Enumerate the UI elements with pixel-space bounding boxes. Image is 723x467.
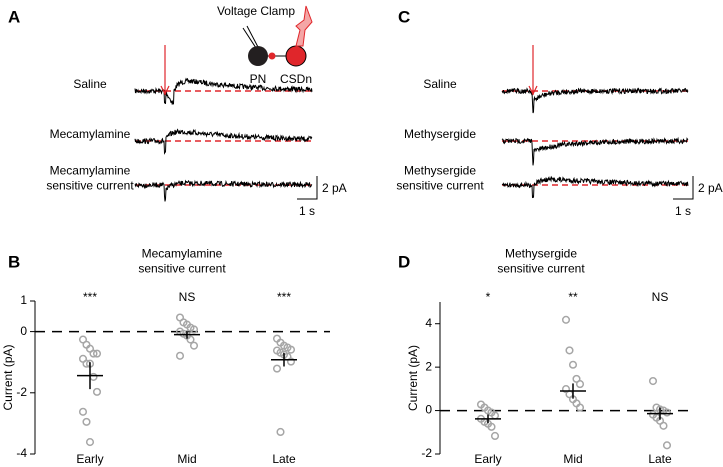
x-tick-label: Late bbox=[648, 452, 672, 466]
stimulation-icon bbox=[295, 5, 313, 47]
data-point bbox=[568, 360, 578, 369]
trace-label: Saline bbox=[73, 77, 107, 91]
significance: NS bbox=[179, 290, 196, 304]
pn-cell bbox=[248, 46, 268, 66]
data-point bbox=[85, 438, 95, 447]
data-point bbox=[89, 372, 98, 381]
x-tick-label: Mid bbox=[177, 452, 196, 466]
significance: ** bbox=[568, 290, 578, 304]
y-tick-label: 4 bbox=[425, 316, 432, 330]
electrode bbox=[242, 27, 257, 49]
data-point bbox=[487, 422, 496, 431]
significance: *** bbox=[83, 290, 97, 304]
data-point bbox=[89, 349, 98, 358]
data-point bbox=[561, 315, 571, 324]
data-point bbox=[286, 357, 296, 366]
data-point bbox=[92, 349, 102, 358]
panel-letter: B bbox=[8, 252, 20, 271]
data-point bbox=[272, 364, 282, 373]
cell-label: CSDn bbox=[280, 72, 312, 86]
y-tick-label: -4 bbox=[16, 446, 27, 460]
electrode bbox=[246, 25, 259, 48]
y-axis-label: Current (pA) bbox=[1, 344, 15, 410]
stim-arrow bbox=[528, 85, 538, 96]
scale-label: 2 pA bbox=[322, 181, 347, 195]
x-tick-label: Early bbox=[474, 452, 501, 466]
significance: NS bbox=[652, 290, 669, 304]
data-point bbox=[662, 441, 672, 450]
x-tick-label: Late bbox=[272, 452, 296, 466]
x-tick-label: Early bbox=[76, 452, 103, 466]
panel-letter: D bbox=[398, 252, 410, 271]
chart-title: sensitive current bbox=[138, 262, 226, 276]
x-tick-label: Mid bbox=[563, 452, 582, 466]
data-point bbox=[490, 431, 500, 441]
stim-arrow bbox=[160, 85, 170, 96]
scale-bar bbox=[297, 176, 318, 200]
data-point bbox=[175, 351, 185, 360]
data-point bbox=[662, 408, 672, 417]
data-point bbox=[575, 380, 585, 389]
y-tick-label: 0 bbox=[425, 403, 432, 417]
panel-letter: C bbox=[398, 7, 410, 26]
data-point bbox=[286, 345, 296, 354]
trace bbox=[501, 136, 689, 166]
chart-title: Methysergide bbox=[505, 247, 577, 261]
panel-letter: A bbox=[8, 7, 20, 26]
trace bbox=[134, 128, 313, 155]
y-tick-label: -2 bbox=[16, 385, 27, 399]
trace bbox=[134, 77, 313, 106]
significance: * bbox=[486, 290, 491, 304]
trace-label: Mecamylamine bbox=[50, 164, 131, 178]
y-axis-label: Current (pA) bbox=[406, 345, 420, 411]
y-tick-label: 2 bbox=[425, 359, 432, 373]
chart-title: Mecamylamine bbox=[142, 247, 223, 261]
trace bbox=[501, 175, 689, 199]
csdn-cell bbox=[285, 45, 307, 67]
scale-label: 1 s bbox=[675, 204, 691, 218]
trace bbox=[501, 87, 689, 114]
trace bbox=[134, 179, 313, 202]
data-point bbox=[82, 417, 91, 426]
data-point bbox=[276, 427, 285, 437]
synapse bbox=[268, 52, 276, 60]
scale-bar bbox=[673, 176, 694, 200]
data-point bbox=[659, 421, 668, 430]
data-point bbox=[92, 387, 102, 396]
data-point bbox=[186, 335, 195, 344]
y-tick-label: 0 bbox=[20, 324, 27, 338]
data-point bbox=[189, 341, 199, 350]
data-point bbox=[78, 407, 88, 416]
trace-label: Saline bbox=[423, 77, 457, 91]
chart-title: sensitive current bbox=[497, 262, 585, 276]
data-point bbox=[565, 346, 574, 355]
y-tick-label: 1 bbox=[20, 293, 27, 307]
cell-label: PN bbox=[250, 72, 267, 86]
data-point bbox=[189, 325, 199, 334]
data-point bbox=[648, 376, 658, 386]
diagram-title: Voltage Clamp bbox=[217, 4, 295, 18]
trace-label: Methysergide bbox=[404, 127, 476, 141]
data-point bbox=[575, 403, 585, 412]
scale-label: 2 pA bbox=[698, 181, 723, 195]
scale-label: 1 s bbox=[299, 204, 315, 218]
trace-label: Mecamylamine bbox=[50, 127, 131, 141]
trace-label: sensitive current bbox=[396, 179, 484, 193]
trace-label: Methysergide bbox=[404, 164, 476, 178]
trace-label: sensitive current bbox=[46, 179, 134, 193]
significance: *** bbox=[277, 290, 291, 304]
y-tick-label: -2 bbox=[421, 446, 432, 460]
